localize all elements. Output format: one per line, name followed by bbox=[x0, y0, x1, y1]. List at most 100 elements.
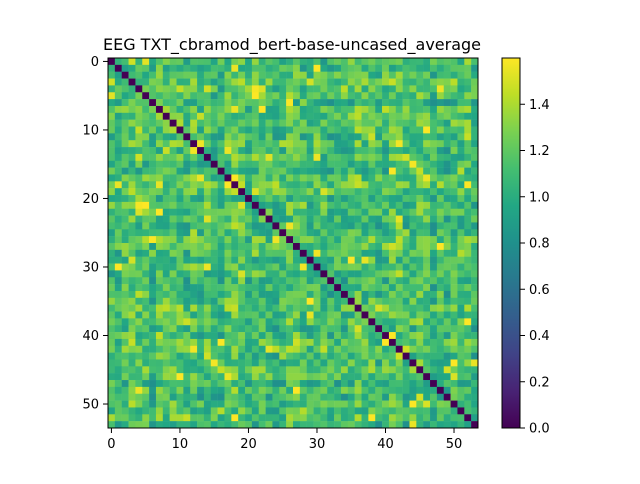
heatmap-cell bbox=[203, 105, 212, 114]
heatmap-cell bbox=[238, 270, 246, 278]
heatmap-cell bbox=[299, 386, 307, 394]
heatmap-cell bbox=[327, 71, 335, 79]
heatmap-cell bbox=[340, 407, 349, 415]
heatmap-cell bbox=[293, 78, 301, 86]
heatmap-cell bbox=[327, 99, 335, 107]
heatmap-cell bbox=[251, 85, 259, 93]
heatmap-cell bbox=[368, 297, 376, 305]
heatmap-cell bbox=[347, 153, 355, 162]
heatmap-cell bbox=[108, 140, 116, 148]
heatmap-cell bbox=[176, 153, 184, 162]
heatmap-cell bbox=[299, 85, 307, 93]
heatmap-cell bbox=[450, 256, 458, 264]
heatmap-cell bbox=[354, 140, 362, 148]
heatmap-cell bbox=[149, 270, 157, 278]
heatmap-cell bbox=[176, 249, 184, 257]
heatmap-cell bbox=[279, 181, 287, 189]
heatmap-cell bbox=[217, 167, 225, 175]
heatmap-cell bbox=[436, 167, 444, 175]
heatmap-cell bbox=[149, 160, 157, 168]
heatmap-cell bbox=[128, 229, 136, 237]
heatmap-cell bbox=[217, 263, 225, 271]
heatmap-cell bbox=[142, 325, 150, 333]
heatmap-cell bbox=[354, 290, 362, 299]
heatmap-cell bbox=[436, 249, 444, 257]
heatmap-cell bbox=[183, 181, 191, 189]
heatmap-cell bbox=[423, 352, 431, 360]
heatmap-cell bbox=[183, 359, 191, 367]
heatmap-cell bbox=[457, 195, 465, 203]
heatmap-cell bbox=[286, 160, 294, 168]
heatmap-cell bbox=[306, 201, 314, 209]
heatmap-cell bbox=[114, 64, 122, 72]
heatmap-cell bbox=[471, 208, 479, 216]
heatmap-cell bbox=[382, 304, 390, 312]
heatmap-cell bbox=[162, 332, 170, 340]
heatmap-cell bbox=[183, 126, 191, 134]
heatmap-cell bbox=[149, 105, 157, 114]
heatmap-cell bbox=[388, 249, 397, 257]
heatmap-cell bbox=[416, 208, 424, 216]
heatmap-cell bbox=[149, 71, 157, 79]
heatmap-cell bbox=[443, 311, 451, 319]
heatmap-cell bbox=[155, 222, 164, 230]
heatmap-cell bbox=[457, 105, 465, 114]
heatmap-cell bbox=[114, 345, 122, 353]
heatmap-cell bbox=[155, 393, 164, 401]
heatmap-cell bbox=[334, 345, 342, 353]
heatmap-cell bbox=[108, 58, 116, 66]
heatmap-cell bbox=[450, 140, 458, 148]
heatmap-cell bbox=[128, 174, 136, 182]
heatmap-cell bbox=[169, 249, 177, 257]
heatmap-cell bbox=[471, 160, 479, 168]
heatmap-cell bbox=[354, 167, 362, 175]
heatmap-cell bbox=[197, 338, 205, 347]
heatmap-cell bbox=[231, 208, 239, 216]
heatmap-cell bbox=[299, 215, 307, 223]
heatmap-cell bbox=[245, 222, 253, 230]
heatmap-cell bbox=[430, 311, 438, 319]
heatmap-cell bbox=[217, 126, 225, 134]
heatmap-cell bbox=[402, 249, 410, 257]
heatmap-cell bbox=[320, 325, 328, 333]
heatmap-cell bbox=[306, 243, 314, 251]
heatmap-cell bbox=[251, 105, 259, 114]
heatmap-cell bbox=[313, 58, 321, 66]
heatmap-cell bbox=[149, 167, 157, 175]
heatmap-cell bbox=[409, 243, 417, 251]
heatmap-cell bbox=[286, 352, 294, 360]
heatmap-cell bbox=[245, 208, 253, 216]
heatmap-cell bbox=[245, 99, 253, 107]
heatmap-cell bbox=[114, 208, 122, 216]
heatmap-cell bbox=[272, 201, 280, 209]
heatmap-cell bbox=[251, 58, 259, 66]
heatmap-cell bbox=[258, 71, 266, 79]
heatmap-cell bbox=[162, 366, 170, 374]
heatmap-cell bbox=[306, 386, 314, 394]
heatmap-cell bbox=[149, 332, 157, 340]
heatmap-cell bbox=[203, 64, 212, 72]
heatmap-cell bbox=[183, 208, 191, 216]
heatmap-cell bbox=[155, 318, 164, 326]
heatmap-cell bbox=[313, 140, 321, 148]
heatmap-cell bbox=[443, 332, 451, 340]
heatmap-cell bbox=[368, 380, 376, 388]
heatmap-cell bbox=[190, 78, 198, 86]
heatmap-cell bbox=[334, 71, 342, 79]
heatmap-cell bbox=[327, 64, 335, 72]
heatmap-cell bbox=[203, 386, 212, 394]
heatmap-cell bbox=[320, 400, 328, 408]
heatmap-cell bbox=[402, 105, 410, 114]
heatmap-cell bbox=[334, 140, 342, 148]
heatmap-cell bbox=[471, 133, 479, 141]
heatmap-cell bbox=[409, 85, 417, 93]
heatmap-cell bbox=[464, 229, 472, 237]
heatmap-cell bbox=[327, 380, 335, 388]
heatmap-cell bbox=[347, 256, 355, 264]
heatmap-cell bbox=[340, 311, 349, 319]
heatmap-cell bbox=[354, 208, 362, 216]
heatmap-cell bbox=[457, 64, 465, 72]
heatmap-cell bbox=[142, 99, 150, 107]
heatmap-cell bbox=[423, 243, 431, 251]
heatmap-cell bbox=[224, 256, 232, 264]
